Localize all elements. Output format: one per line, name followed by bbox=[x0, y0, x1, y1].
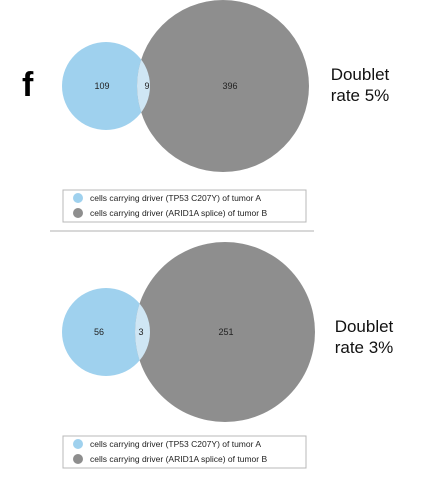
doublet-rate-line2: rate 3% bbox=[335, 338, 394, 357]
legend-label-b: cells carrying driver (ARID1A splice) of… bbox=[90, 454, 267, 464]
venn-diagram-2: 56 3 251 Doublet rate 3% cells carrying … bbox=[62, 242, 394, 469]
legend-swatch-b bbox=[73, 454, 83, 464]
set-a-circle bbox=[62, 288, 150, 376]
panel-label: f bbox=[22, 66, 34, 104]
only-a-count: 56 bbox=[94, 327, 104, 337]
legend-1: cells carrying driver (TP53 C207Y) of tu… bbox=[62, 189, 307, 223]
legend-box bbox=[62, 435, 307, 469]
legend-swatch-a bbox=[73, 193, 83, 203]
legend-label-a: cells carrying driver (TP53 C207Y) of tu… bbox=[90, 193, 261, 203]
venn-diagram-1: 109 9 396 Doublet rate 5% cells carrying… bbox=[62, 0, 390, 223]
legend-label-b: cells carrying driver (ARID1A splice) of… bbox=[90, 208, 267, 218]
set-b-circle bbox=[135, 242, 315, 422]
legend-2: cells carrying driver (TP53 C207Y) of tu… bbox=[62, 435, 307, 469]
legend-swatch-a bbox=[73, 439, 83, 449]
set-b-circle bbox=[137, 0, 309, 172]
doublet-rate-line2: rate 5% bbox=[331, 86, 390, 105]
overlap-count: 9 bbox=[144, 81, 149, 91]
legend-swatch-b bbox=[73, 208, 83, 218]
set-a-circle bbox=[62, 42, 150, 130]
only-b-count: 251 bbox=[218, 327, 233, 337]
overlap-count: 3 bbox=[138, 327, 143, 337]
legend-box bbox=[62, 189, 307, 223]
doublet-rate-line1: Doublet bbox=[335, 317, 394, 336]
only-b-count: 396 bbox=[222, 81, 237, 91]
doublet-rate-line1: Doublet bbox=[331, 65, 390, 84]
legend-label-a: cells carrying driver (TP53 C207Y) of tu… bbox=[90, 439, 261, 449]
only-a-count: 109 bbox=[94, 81, 109, 91]
